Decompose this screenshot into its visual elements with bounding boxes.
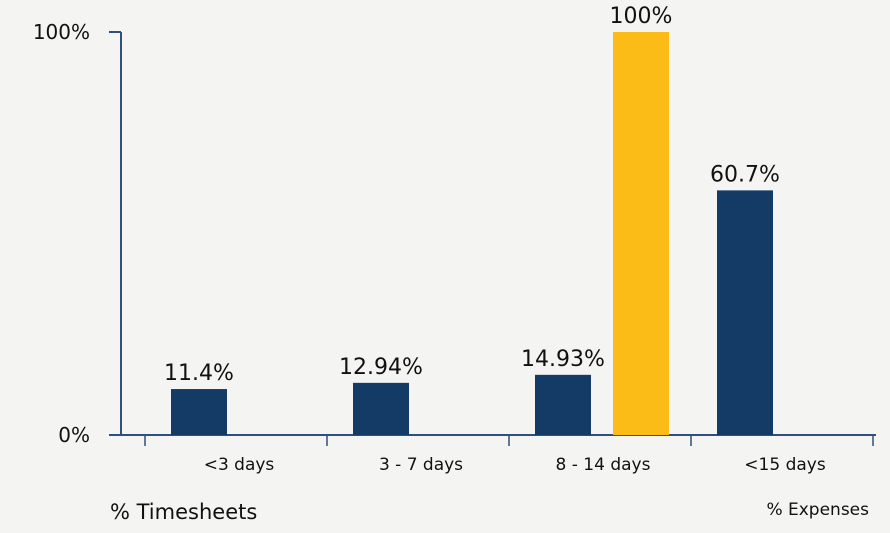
bar-0-3 xyxy=(717,190,773,435)
y-tick-label-1: 100% xyxy=(33,20,90,44)
chart-bars xyxy=(171,32,773,435)
x-tick-label-0: <3 days xyxy=(204,455,275,475)
x-tick-label-2: 8 - 14 days xyxy=(556,455,651,475)
data-label-0-2: 14.93% xyxy=(521,347,605,372)
x-tick-label-1: 3 - 7 days xyxy=(379,455,463,475)
chart-legend: % Timesheets % Expenses xyxy=(110,500,869,524)
bar-1-2 xyxy=(613,32,669,435)
data-label-0-3: 60.7% xyxy=(710,162,780,187)
bar-0-2 xyxy=(535,374,591,435)
bar-0-0 xyxy=(171,389,227,435)
data-label-0-1: 12.94% xyxy=(339,355,423,380)
x-tick-label-3: <15 days xyxy=(744,455,826,475)
data-label-0-0: 11.4% xyxy=(164,361,234,386)
legend-entry-1: % Expenses xyxy=(766,500,869,520)
legend-entry-0: % Timesheets xyxy=(110,500,257,524)
bar-0-1 xyxy=(353,382,409,435)
chart-labels: <3 days 3 - 7 days 8 - 14 days <15 days 11.4… xyxy=(164,4,826,475)
y-tick-label-0: 0% xyxy=(58,423,90,447)
data-label-1-2: 100% xyxy=(610,4,673,29)
